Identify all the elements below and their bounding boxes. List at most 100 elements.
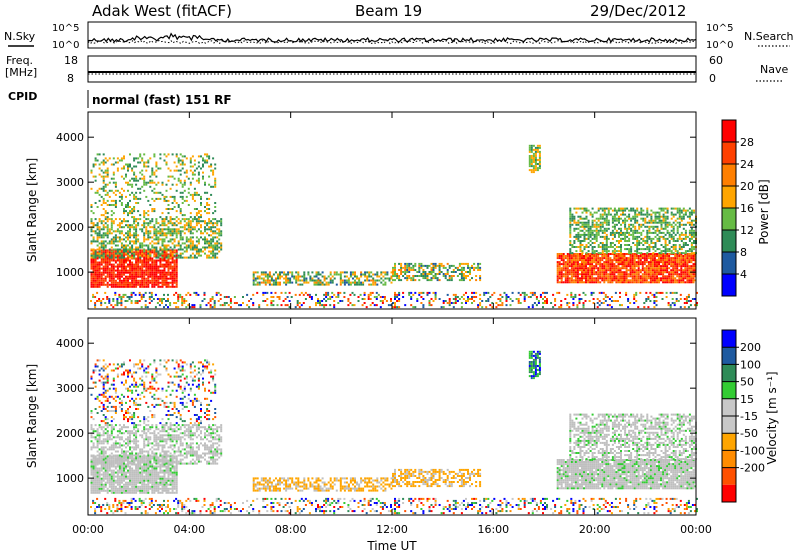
power-cell	[120, 193, 123, 196]
power-cell	[640, 242, 643, 244]
power-cell	[181, 163, 184, 166]
power-cell	[137, 161, 140, 164]
power-cell	[366, 275, 369, 278]
power-cell	[285, 281, 288, 284]
power-cell	[106, 224, 109, 227]
power-cell	[139, 242, 142, 245]
power-cell	[577, 227, 580, 230]
power-cell	[623, 261, 626, 264]
power-cell	[120, 195, 123, 198]
power-cell	[426, 279, 429, 282]
power-cell	[650, 213, 653, 216]
power-cell	[143, 181, 146, 184]
power-cell	[98, 242, 101, 245]
power-cell	[127, 257, 129, 260]
power-cell	[106, 254, 109, 257]
power-cell	[546, 298, 548, 300]
power-cell	[335, 283, 338, 286]
power-cell	[189, 306, 192, 309]
power-cell	[131, 285, 134, 288]
power-cell	[179, 208, 182, 210]
power-cell	[120, 254, 123, 257]
power-cell	[573, 242, 576, 244]
power-cell	[460, 271, 463, 273]
power-cell	[593, 261, 596, 264]
power-cell	[678, 225, 681, 228]
power-cell	[678, 281, 681, 284]
power-cell	[173, 228, 176, 231]
power-cell	[556, 281, 559, 284]
power-cell	[155, 261, 158, 264]
power-cell	[554, 300, 557, 302]
power-cell	[102, 187, 105, 190]
power-cell	[686, 279, 689, 282]
power-cell	[662, 215, 665, 218]
power-cell	[171, 195, 174, 198]
power-cell	[173, 263, 176, 266]
power-cell	[175, 265, 178, 268]
power-cell	[432, 291, 435, 294]
power-cell	[187, 230, 190, 233]
power-cell	[621, 275, 624, 278]
power-cell	[98, 234, 101, 237]
power-cell	[337, 273, 340, 276]
power-cell	[216, 220, 219, 223]
power-cell	[386, 273, 389, 276]
power-cell	[572, 296, 575, 298]
power-cell	[112, 277, 115, 280]
power-cell	[165, 161, 168, 164]
power-cell	[135, 220, 138, 223]
power-cell	[678, 246, 681, 248]
power-cell	[189, 240, 192, 243]
power-cell	[556, 261, 559, 264]
power-cell	[135, 285, 138, 288]
power-cell	[623, 257, 626, 260]
power-cell	[649, 263, 652, 266]
power-cell	[412, 264, 415, 267]
power-cell	[151, 226, 154, 229]
power-cell	[123, 167, 125, 170]
power-cell	[145, 226, 148, 229]
power-cell	[625, 261, 628, 264]
power-cell	[670, 257, 673, 260]
power-cell	[191, 244, 194, 247]
power-cell	[370, 279, 373, 282]
power-cell	[422, 269, 425, 271]
power-cell	[315, 271, 318, 274]
power-cell	[216, 228, 219, 231]
power-cell	[116, 269, 119, 272]
power-cell	[591, 219, 594, 222]
power-cell	[454, 302, 457, 304]
power-cell	[469, 279, 471, 282]
power-cell	[90, 171, 93, 174]
power-cell	[127, 206, 129, 208]
power-cell	[589, 211, 592, 214]
power-cell	[179, 296, 182, 298]
power-cell	[509, 298, 512, 300]
power-cell	[633, 269, 636, 272]
power-cell	[204, 153, 206, 156]
power-cell	[672, 246, 675, 248]
power-cell	[118, 218, 121, 221]
power-cell	[632, 223, 635, 226]
power-cell	[570, 293, 573, 296]
power-cell	[575, 221, 578, 224]
power-cell	[161, 242, 164, 245]
power-cell	[570, 275, 573, 278]
power-cell	[288, 300, 291, 302]
power-cell	[626, 248, 629, 251]
power-cell	[131, 212, 134, 215]
power-cell	[104, 234, 107, 237]
power-cell	[148, 296, 151, 298]
power-cell	[642, 240, 645, 242]
power-cell	[579, 265, 581, 268]
power-cell	[668, 223, 671, 226]
power-cell	[633, 271, 636, 274]
power-cell	[554, 298, 557, 300]
power-cell	[620, 223, 622, 226]
power-cell	[248, 306, 251, 309]
power-cell	[680, 233, 683, 236]
power-cell	[402, 296, 405, 298]
power-cell	[544, 296, 546, 298]
power-cell	[634, 215, 637, 218]
